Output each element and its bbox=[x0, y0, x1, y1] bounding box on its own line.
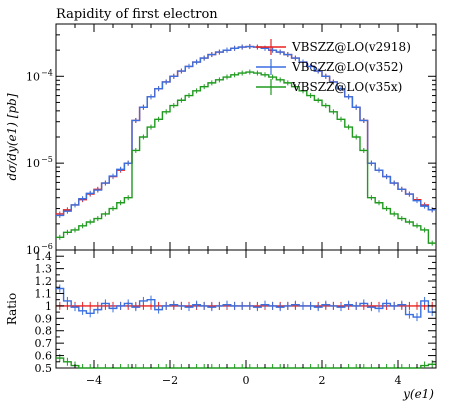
main-y-tick-label: 10 bbox=[26, 70, 40, 83]
ratio-y-tick-label: 0.5 bbox=[35, 362, 53, 375]
main-x-ticks bbox=[55, 24, 437, 250]
x-tick-label: −4 bbox=[86, 374, 102, 387]
main-y-tick-label: 10 bbox=[26, 157, 40, 170]
legend-label-2: VBSZZ@LO(v35x) bbox=[291, 80, 402, 94]
ratio-y-tick-label: 0.6 bbox=[35, 350, 53, 363]
x-tick-label: −2 bbox=[162, 374, 178, 387]
legend: VBSZZ@LO(v2918) VBSZZ@LO(v352) VBSZZ@LO(v3… bbox=[256, 39, 411, 95]
main-y-ticks: 10−610−510−4 bbox=[26, 23, 436, 257]
ratio-panel: 0.50.60.70.80.911.11.21.31.4 −4 −2 0 2 4 bbox=[35, 249, 437, 387]
ratio-y-tick-label: 0.7 bbox=[35, 337, 53, 350]
legend-label-0: VBSZZ@LO(v2918) bbox=[291, 40, 411, 54]
ratio-x-ticks: −4 −2 0 2 4 bbox=[55, 250, 437, 387]
x-tick-label: 4 bbox=[395, 374, 402, 387]
ratio-y-tick-label: 1.4 bbox=[35, 250, 53, 263]
main-panel: 10−610−510−4 bbox=[26, 23, 437, 257]
ratio-line-1 bbox=[56, 287, 436, 318]
main-frame bbox=[55, 23, 437, 251]
y-axis-label: dσ/dy(e1) [pb] bbox=[5, 93, 19, 180]
legend-label-1: VBSZZ@LO(v352) bbox=[291, 60, 403, 74]
x-tick-label: 0 bbox=[243, 374, 250, 387]
ratio-y-tick-label: 1.1 bbox=[35, 287, 53, 300]
x-tick-label: 2 bbox=[319, 374, 326, 387]
ratio-axis-label: Ratio bbox=[5, 293, 19, 325]
x-axis-label: y(e1) bbox=[402, 387, 434, 401]
ratio-y-ticks: 0.50.60.70.80.911.11.21.31.4 bbox=[35, 249, 436, 375]
ratio-y-tick-label: 1 bbox=[45, 300, 52, 313]
chart-title: Rapidity of first electron bbox=[56, 7, 218, 22]
ratio-y-tick-label: 1.2 bbox=[35, 275, 53, 288]
main-y-tick-exponent: −5 bbox=[41, 155, 53, 164]
ratio-series-group bbox=[56, 284, 436, 369]
series-line-2 bbox=[56, 71, 436, 244]
main-y-tick-exponent: −6 bbox=[41, 242, 53, 251]
main-y-tick-exponent: −4 bbox=[41, 68, 53, 77]
main-series-group bbox=[56, 44, 436, 246]
ratio-y-tick-label: 1.3 bbox=[35, 263, 53, 276]
main-y-tick-label: 10 bbox=[26, 244, 40, 257]
ratio-y-tick-label: 0.9 bbox=[35, 312, 53, 325]
ratio-y-tick-label: 0.8 bbox=[35, 325, 53, 338]
